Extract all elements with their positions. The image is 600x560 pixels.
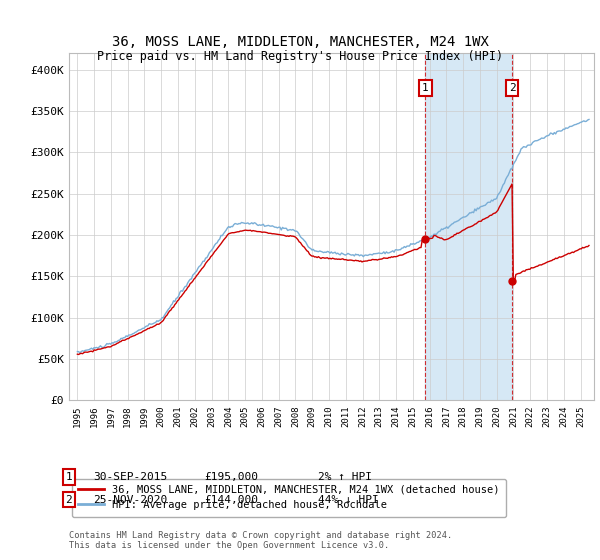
Text: 2% ↑ HPI: 2% ↑ HPI (318, 472, 372, 482)
Legend: 36, MOSS LANE, MIDDLETON, MANCHESTER, M24 1WX (detached house), HPI: Average pri: 36, MOSS LANE, MIDDLETON, MANCHESTER, M2… (71, 479, 506, 517)
Text: £195,000: £195,000 (204, 472, 258, 482)
Text: 25-NOV-2020: 25-NOV-2020 (93, 494, 167, 505)
Text: Contains HM Land Registry data © Crown copyright and database right 2024.
This d: Contains HM Land Registry data © Crown c… (69, 531, 452, 550)
Text: 30-SEP-2015: 30-SEP-2015 (93, 472, 167, 482)
Text: Price paid vs. HM Land Registry's House Price Index (HPI): Price paid vs. HM Land Registry's House … (97, 50, 503, 63)
Text: 44% ↓ HPI: 44% ↓ HPI (318, 494, 379, 505)
Text: 2: 2 (65, 494, 73, 505)
Bar (425, 53, 512, 400)
Text: 1: 1 (65, 472, 73, 482)
Text: 1: 1 (422, 83, 429, 93)
Text: 36, MOSS LANE, MIDDLETON, MANCHESTER, M24 1WX: 36, MOSS LANE, MIDDLETON, MANCHESTER, M2… (112, 35, 488, 49)
Text: 2: 2 (509, 83, 515, 93)
Text: £144,000: £144,000 (204, 494, 258, 505)
